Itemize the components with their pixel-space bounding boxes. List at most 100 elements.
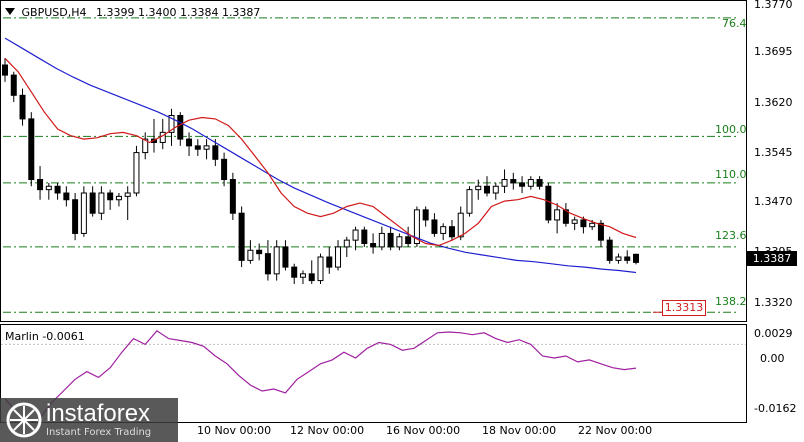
candle-body <box>370 243 377 248</box>
candle-body <box>492 185 499 194</box>
candle-body <box>133 152 140 194</box>
candle-body <box>19 94 26 120</box>
candle-body <box>72 199 79 234</box>
candle-body <box>186 138 193 147</box>
candle-body <box>396 236 403 248</box>
candle-body <box>168 115 175 133</box>
candle-body <box>536 179 543 187</box>
current-price-tag: 1.3387 <box>747 251 797 266</box>
candle-body <box>107 192 114 201</box>
candle-body <box>2 64 8 76</box>
symbol-header: GBPUSD,H4 1.3399 1.3400 1.3384 1.3387 <box>5 6 260 19</box>
candle-body <box>624 256 631 261</box>
fib-label: 138.2 <box>715 295 747 308</box>
candle-body <box>326 256 333 268</box>
candle-body <box>291 266 298 278</box>
price-chart-pane[interactable]: GBPUSD,H4 1.3399 1.3400 1.3384 1.3387 <box>0 0 747 322</box>
candle-body <box>45 185 52 191</box>
candle-body <box>317 256 324 282</box>
fib-label: 100.0 <box>715 123 747 136</box>
candle-body <box>422 209 429 221</box>
candle-body <box>28 118 35 181</box>
candle-body <box>194 145 201 150</box>
candle-body <box>431 219 438 234</box>
candle-body <box>580 219 587 228</box>
candle-body <box>510 179 517 184</box>
candle-body <box>89 192 96 214</box>
candle-body <box>633 253 639 263</box>
collapse-triangle-icon[interactable] <box>5 8 15 15</box>
candle-body <box>606 239 613 261</box>
candle-body <box>63 192 70 201</box>
candle-body <box>545 185 552 221</box>
candle-body <box>352 229 359 241</box>
candle-body <box>361 229 368 245</box>
candle-body <box>597 222 604 241</box>
candle-body <box>527 179 534 187</box>
symbol-name: GBPUSD,H4 <box>21 6 87 19</box>
indicator-axis-label: -0.0162 <box>754 402 797 415</box>
candle-body <box>405 236 412 245</box>
time-axis-label: 22 Nov 00:00 <box>578 424 653 437</box>
candle-body <box>177 115 184 140</box>
candle-body <box>387 232 394 248</box>
time-axis-label: 10 Nov 00:00 <box>197 424 272 437</box>
candle-body <box>115 195 122 201</box>
watermark-tagline: Instant Forex Trading <box>46 427 152 438</box>
candle-body <box>256 249 263 255</box>
symbol-ohlc: 1.3399 1.3400 1.3384 1.3387 <box>95 6 261 19</box>
candle-body <box>335 246 342 268</box>
candle-body <box>221 158 228 181</box>
candle-body <box>484 185 491 194</box>
candle-body <box>238 212 245 261</box>
candle-body <box>589 222 596 228</box>
candle-body <box>10 74 17 96</box>
instaforex-watermark: instaforex Instant Forex Trading <box>0 398 178 442</box>
candle-body <box>247 249 254 261</box>
fast-moving-average-line <box>4 57 637 247</box>
fib-label: 123.6 <box>715 229 747 242</box>
candle-body <box>124 192 131 197</box>
price-axis-label: 1.3320 <box>754 296 793 309</box>
candle-body <box>54 185 61 194</box>
slow-moving-average-line <box>4 37 637 274</box>
marlin-oscillator-line <box>4 330 637 422</box>
candle-body <box>212 145 219 160</box>
candle-body <box>299 273 306 278</box>
candle-body <box>98 192 105 214</box>
price-axis-label: 1.3695 <box>754 45 793 58</box>
watermark-brand: instaforex <box>46 400 151 427</box>
candle-body <box>440 226 447 234</box>
candle-body <box>37 179 44 191</box>
time-axis-label: 16 Nov 00:00 <box>386 424 461 437</box>
candle-body <box>501 179 508 187</box>
candle-body <box>519 182 526 187</box>
candle-body <box>413 209 420 245</box>
candle-body <box>343 239 350 248</box>
candle-body <box>80 192 87 234</box>
fib-label: 110.0 <box>715 168 747 181</box>
price-axis-label: 1.3620 <box>754 96 793 109</box>
fib-label: 76.4 <box>722 17 747 30</box>
indicator-axis-label: 0.00 <box>760 352 785 365</box>
candle-body <box>378 232 385 248</box>
candle-body <box>466 189 473 214</box>
time-axis-label: 12 Nov 00:00 <box>290 424 365 437</box>
candle-body <box>615 256 622 261</box>
indicator-label: Marlin -0.0061 <box>5 330 85 343</box>
price-axis-label: 1.3770 <box>754 0 793 11</box>
candle-body <box>457 212 464 238</box>
candle-body <box>142 138 149 154</box>
candle-body <box>475 185 482 191</box>
candle-body <box>571 219 578 224</box>
candle-body <box>554 209 561 221</box>
candle-body <box>448 226 455 238</box>
indicator-axis-label: 0.0029 <box>754 327 793 340</box>
target-price-tag: 1.3313 <box>662 300 706 316</box>
candle-body <box>229 179 236 214</box>
price-chart-svg <box>2 17 738 313</box>
price-axis-label: 1.3545 <box>754 146 793 159</box>
candle-body <box>308 273 315 282</box>
candle-body <box>203 145 210 150</box>
